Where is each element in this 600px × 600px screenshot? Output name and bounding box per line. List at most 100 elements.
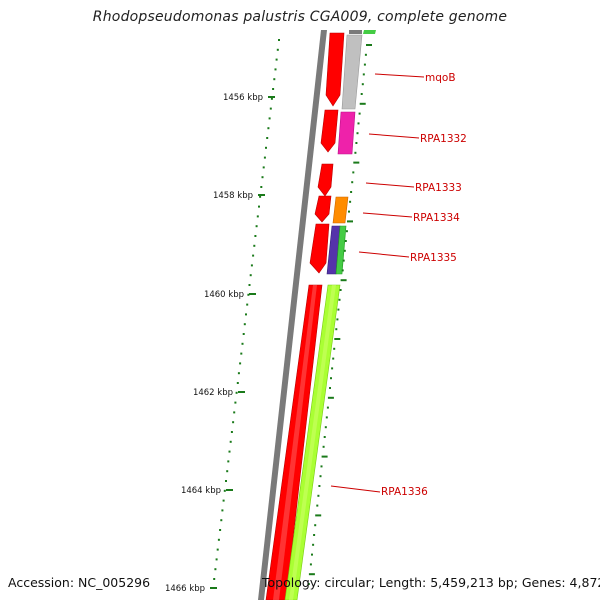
minor-tick — [216, 548, 219, 551]
inner-tick — [343, 249, 346, 252]
inner-tick — [361, 83, 364, 86]
gene-top-grey[interactable] — [349, 30, 362, 34]
minor-tick — [262, 166, 265, 169]
reverse-gene-highlight — [273, 285, 317, 600]
label-RPA1334[interactable]: RPA1334 — [413, 212, 460, 224]
minor-tick — [239, 362, 242, 365]
inner-tick — [331, 367, 334, 370]
minor-tick — [274, 68, 277, 71]
minor-tick — [248, 284, 251, 286]
minor-tick — [220, 519, 223, 522]
minor-tick — [260, 186, 263, 188]
reverse-gene-2[interactable] — [320, 109, 339, 153]
gene-RPA1336-shade — [289, 285, 336, 600]
inner-tick — [314, 524, 317, 527]
minor-tick — [276, 48, 279, 51]
inner-tick — [358, 112, 361, 115]
reverse-gene-5[interactable] — [309, 223, 330, 274]
inner-tick — [330, 377, 332, 380]
inner-tick — [351, 181, 354, 184]
label-RPA1336[interactable]: RPA1336 — [381, 486, 428, 498]
kbp-label: 1456 kbp — [223, 93, 263, 103]
label-mqoB[interactable]: mqoB — [425, 72, 456, 84]
minor-tick — [267, 127, 270, 130]
inner-tick — [317, 494, 320, 497]
gene-RPA1334[interactable] — [332, 196, 349, 224]
inner-tick — [355, 142, 358, 144]
major-tick — [226, 489, 233, 491]
inner-tick — [308, 573, 315, 576]
kbp-label: 1464 kbp — [181, 486, 221, 496]
kbp-label: 1458 kbp — [213, 191, 253, 201]
kbp-label: 1462 kbp — [193, 388, 233, 398]
gene-mqoB[interactable] — [341, 34, 363, 110]
inner-tick — [364, 53, 367, 56]
minor-tick — [278, 39, 280, 41]
label-RPA1332[interactable]: RPA1332 — [420, 133, 467, 145]
leader-RPA1333 — [365, 182, 415, 188]
inner-tick — [345, 230, 348, 233]
minor-tick — [225, 480, 227, 482]
inner-tick — [329, 387, 331, 389]
reverse-gene-4[interactable] — [314, 195, 332, 223]
minor-tick — [243, 323, 246, 326]
inner-tick — [333, 347, 336, 350]
inner-tick — [352, 171, 355, 174]
major-tick — [268, 96, 275, 98]
minor-tick — [253, 244, 256, 247]
minor-tick — [250, 264, 253, 267]
minor-tick — [240, 352, 243, 355]
inner-tick — [327, 396, 334, 399]
minor-tick — [236, 382, 239, 384]
inner-tick — [360, 93, 363, 95]
leader-RPA1332 — [368, 133, 420, 139]
minor-tick — [265, 146, 267, 149]
minor-tick — [269, 107, 272, 110]
leader-RPA1336 — [330, 485, 381, 493]
leader-mqoB — [374, 73, 425, 78]
kbp-label: 1466 kbp — [165, 584, 205, 594]
minor-tick — [214, 568, 217, 571]
minor-tick — [263, 156, 266, 159]
minor-tick — [246, 303, 249, 306]
inner-tick — [325, 416, 328, 419]
minor-tick — [229, 440, 232, 443]
minor-tick — [266, 137, 269, 139]
inner-tick — [350, 191, 353, 193]
minor-tick — [255, 225, 258, 228]
minor-tick — [241, 342, 244, 345]
inner-tick — [307, 583, 310, 585]
inner-tick — [349, 200, 352, 203]
major-tick — [249, 293, 256, 295]
minor-tick — [252, 254, 255, 257]
inner-tick — [316, 504, 319, 507]
inner-tick — [354, 151, 357, 154]
inner-tick — [340, 279, 347, 282]
minor-tick — [270, 97, 273, 100]
major-tick — [258, 194, 265, 196]
inner-tick — [347, 220, 353, 223]
gene-RPA1332[interactable] — [337, 111, 356, 155]
reverse-gene-rpa1333[interactable] — [317, 163, 334, 197]
minor-tick — [221, 509, 224, 512]
inner-tick — [362, 73, 365, 76]
minor-tick — [228, 450, 231, 453]
label-RPA1333[interactable]: RPA1333 — [415, 182, 462, 194]
minor-tick — [237, 372, 240, 375]
minor-tick — [234, 401, 237, 404]
inner-tick — [320, 465, 323, 468]
minor-tick — [272, 88, 275, 90]
gene-top-green[interactable] — [363, 30, 376, 34]
minor-tick — [235, 391, 238, 394]
gene-RPA1335-green[interactable] — [335, 225, 347, 275]
minor-tick — [256, 215, 259, 218]
minor-tick — [219, 529, 222, 531]
label-RPA1335[interactable]: RPA1335 — [410, 252, 457, 264]
genome-summary: Topology: circular; Length: 5,459,213 bp… — [262, 575, 600, 590]
inner-tick — [335, 328, 338, 331]
inner-tick — [309, 563, 312, 566]
minor-tick — [232, 421, 235, 424]
reverse-gene-top[interactable] — [325, 32, 345, 107]
inner-tick — [323, 436, 326, 438]
minor-tick — [273, 78, 276, 81]
